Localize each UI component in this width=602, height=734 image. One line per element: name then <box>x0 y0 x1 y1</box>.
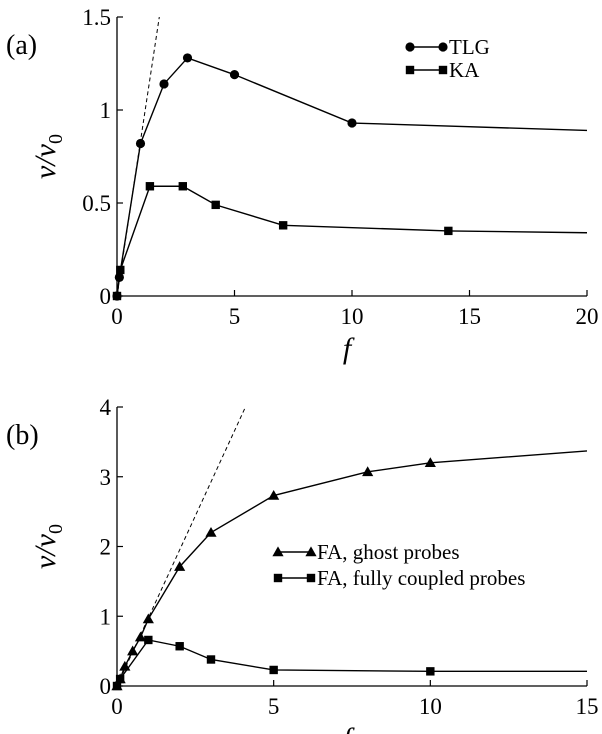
data-point-0 <box>205 526 217 537</box>
data-point-0 <box>134 631 147 642</box>
legend-marker-1 <box>306 573 316 583</box>
y-tick-label: 3 <box>100 465 112 490</box>
x-tick-label: 0 <box>111 694 123 719</box>
data-point-1 <box>115 674 125 684</box>
legend-label-1: KA <box>449 58 480 82</box>
data-point-1 <box>211 200 220 210</box>
y-tick-label: 0 <box>100 674 112 699</box>
data-point-1 <box>175 642 184 651</box>
data-point-0 <box>182 53 193 63</box>
legend-marker-0 <box>305 546 317 557</box>
y-tick-label: 0 <box>100 284 112 309</box>
data-point-1 <box>112 681 122 691</box>
y-tick-label: 2 <box>100 535 112 560</box>
legend-label-1: FA, fully coupled probes <box>317 566 525 590</box>
y-tick-label: 4 <box>100 395 112 420</box>
data-point-1 <box>178 182 187 191</box>
data-point-0 <box>347 118 357 128</box>
data-point-0 <box>114 272 124 282</box>
data-point-0 <box>159 79 169 89</box>
x-tick-label: 20 <box>576 304 599 329</box>
data-point-0 <box>362 466 374 477</box>
data-point-0 <box>268 489 280 500</box>
x-tick-label: 15 <box>458 304 481 329</box>
x-axis-label: f <box>343 332 355 365</box>
y-tick-label: 0.5 <box>82 191 111 216</box>
data-point-0 <box>142 613 154 624</box>
series-line-1 <box>117 185 587 296</box>
y-axis-label: v/v0 <box>29 134 67 179</box>
data-point-1 <box>145 182 155 191</box>
data-point-0 <box>119 660 131 671</box>
data-point-0 <box>127 645 139 656</box>
panel-label: (b) <box>6 420 39 451</box>
data-point-1 <box>426 667 435 676</box>
legend-marker-1 <box>405 65 415 75</box>
x-tick-label: 10 <box>341 304 364 329</box>
data-point-0 <box>229 70 240 80</box>
y-axis-label-subscript: 0 <box>45 524 67 534</box>
data-point-1 <box>112 291 122 301</box>
y-axis-label: v/v0 <box>29 524 67 569</box>
data-point-1 <box>278 221 288 230</box>
data-point-0 <box>174 561 186 571</box>
data-point-0 <box>424 457 436 467</box>
y-axis-label-subscript: 0 <box>45 134 67 144</box>
legend-marker-0 <box>272 546 284 557</box>
data-point-1 <box>444 226 453 236</box>
series-line-0 <box>117 57 587 296</box>
data-point-0 <box>135 138 146 149</box>
y-tick-label: 1 <box>100 604 112 629</box>
x-tick-label: 0 <box>111 304 123 329</box>
panel-label: (a) <box>6 30 37 61</box>
legend-marker-0 <box>438 42 448 52</box>
x-tick-label: 10 <box>419 694 442 719</box>
x-tick-label: 15 <box>576 694 599 719</box>
legend-label-0: TLG <box>449 35 490 59</box>
legend-marker-1 <box>273 573 283 583</box>
series-line-1 <box>117 639 587 686</box>
y-axis-label-group: v/v0 <box>29 524 67 569</box>
legend-marker-1 <box>438 65 448 75</box>
data-point-1 <box>144 635 153 645</box>
data-point-1 <box>269 665 278 675</box>
legend-marker-0 <box>405 42 415 52</box>
y-axis-label-main: v/v <box>29 533 62 569</box>
y-axis-label-main: v/v <box>29 143 62 179</box>
x-tick-label: 5 <box>268 694 280 719</box>
y-tick-label: 1.5 <box>82 5 111 30</box>
x-axis-label: f <box>343 722 355 734</box>
y-axis-label-group: v/v0 <box>29 134 67 179</box>
data-point-1 <box>206 655 216 664</box>
plot-area <box>117 17 587 296</box>
y-tick-label: 1 <box>100 98 112 123</box>
legend-label-0: FA, ghost probes <box>317 540 460 564</box>
data-point-1 <box>116 265 125 275</box>
x-tick-label: 5 <box>229 304 241 329</box>
